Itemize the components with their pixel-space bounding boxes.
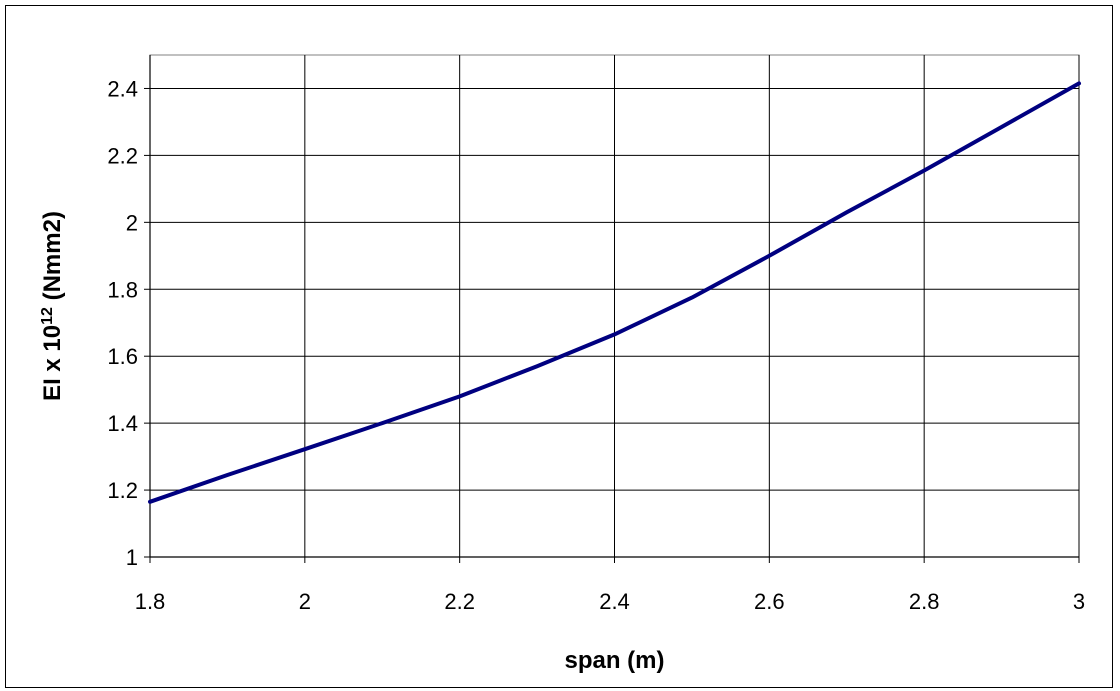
y-tick-label: 2.2: [107, 143, 138, 168]
x-tick-label: 3: [1073, 589, 1085, 614]
x-tick-label: 1.8: [135, 589, 166, 614]
y-axis-title-suffix: (Nmm2): [39, 211, 66, 307]
x-tick-label: 2.2: [444, 589, 475, 614]
x-tick-label: 2.4: [599, 589, 630, 614]
y-tick-label: 1: [126, 545, 138, 570]
y-tick-label: 1.6: [107, 344, 138, 369]
y-axis-title-prefix: EI x 10: [39, 325, 66, 401]
series-line: [148, 81, 1081, 504]
x-tick-label: 2: [299, 589, 311, 614]
tick-labels: 1.8 2 2.2 2.4 2.6 2.8 3 1 1.2 1.4 1.6 1.8 2 2.2 2.4: [107, 76, 1085, 614]
axes: [144, 55, 1080, 563]
series-layer: [148, 81, 1081, 504]
y-tick-label: 1.8: [107, 277, 138, 302]
y-axis-title: EI x 1012 (Nmm2): [39, 211, 67, 401]
y-tick-label: 2: [126, 210, 138, 235]
grid-lines: [149, 55, 1080, 557]
y-tick-label: 1.4: [107, 411, 138, 436]
y-tick-label: 2.4: [107, 76, 138, 101]
x-tick-label: 2.8: [909, 589, 940, 614]
x-tick-label: 2.6: [754, 589, 785, 614]
y-tick-label: 1.2: [107, 478, 138, 503]
x-axis-title: span (m): [564, 647, 664, 674]
y-axis-title-superscript: 12: [39, 307, 56, 325]
